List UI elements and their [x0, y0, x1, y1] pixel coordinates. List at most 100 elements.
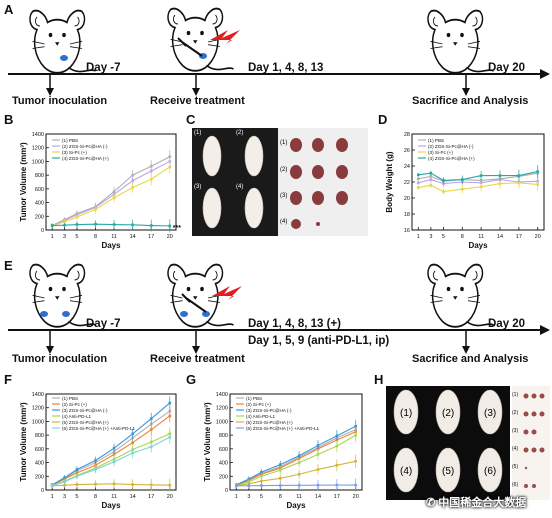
- data-point: [335, 444, 339, 448]
- y-tick-label: 20: [404, 196, 410, 202]
- legend-label: (2) Si-Pc (+): [246, 402, 271, 407]
- data-point: [112, 223, 116, 226]
- event-label: Tumor inoculation: [12, 95, 108, 107]
- y-tick-label: 1400: [216, 392, 228, 398]
- legend-label: (2) ZGS-Si-Pc@HA (-): [428, 144, 474, 149]
- data-point: [354, 483, 358, 487]
- x-tick-label: 5: [75, 234, 78, 240]
- series-line: [236, 434, 356, 487]
- legend-label: (2) Si-Pc (+): [62, 402, 87, 407]
- mouse-label: (4): [236, 184, 244, 190]
- tumor-label: (4): [280, 219, 288, 225]
- y-tick-label: 1200: [32, 146, 44, 152]
- y-axis-label: Body Weight (g): [385, 151, 394, 213]
- data-point: [316, 444, 320, 447]
- data-point: [335, 483, 339, 487]
- y-tick-label: 28: [404, 132, 410, 138]
- y-tick-label: 800: [35, 173, 44, 179]
- data-point: [131, 483, 134, 486]
- series-line: [51, 156, 171, 226]
- legend-label: (6) ZGS-Si-Pc@HA (+) +Anti-PD-L1: [246, 426, 320, 431]
- data-point: [278, 468, 282, 472]
- data-point: [94, 222, 97, 226]
- photo-h: (1) (2) (3) (4) (5) (6): [386, 386, 510, 500]
- event-label: Tumor inoculation: [12, 353, 108, 365]
- data-point: [536, 183, 540, 186]
- legend-label: (1) PBS: [62, 396, 78, 401]
- y-tick-label: 16: [404, 228, 410, 234]
- x-tick-label: 17: [516, 234, 522, 240]
- y-tick-label: 600: [35, 187, 44, 193]
- data-point: [517, 181, 521, 185]
- data-point: [260, 474, 263, 478]
- y-tick-label: 200: [35, 214, 44, 220]
- series-line: [236, 460, 356, 487]
- data-point: [149, 177, 153, 181]
- data-point: [354, 459, 358, 463]
- data-point: [131, 173, 134, 177]
- data-point: [416, 173, 420, 177]
- tumor-strip: (1) (2) (3) (4) (5) (6): [512, 386, 550, 500]
- panel-label-e: E: [4, 258, 13, 273]
- plot-frame: [45, 393, 177, 491]
- y-tick-label: 800: [219, 433, 228, 439]
- mouse-label: (3): [484, 408, 497, 419]
- event-label: Sacrifice and Analysis: [412, 353, 529, 365]
- event-label: Sacrifice and Analysis: [412, 95, 529, 107]
- series-line: [236, 484, 356, 487]
- series-line: [52, 166, 171, 227]
- mouse-label: (3): [194, 184, 202, 190]
- timeline-arrow: [540, 69, 550, 79]
- day-label: Day -7: [86, 62, 121, 74]
- data-point: [131, 441, 134, 444]
- x-axis-label: Days: [286, 501, 306, 510]
- mouse-label: (1): [400, 408, 413, 419]
- x-tick-label: 5: [75, 494, 78, 500]
- mouse-label: (5): [442, 466, 455, 477]
- series-line: [236, 431, 356, 487]
- y-tick-label: 24: [404, 164, 410, 170]
- x-tick-label: 11: [111, 494, 117, 500]
- mouse-illustration: [427, 263, 495, 328]
- syringe-icon: [181, 293, 207, 313]
- data-point: [335, 434, 339, 438]
- data-point: [63, 483, 66, 487]
- data-point: [316, 483, 320, 487]
- tumor-label: (2): [280, 167, 288, 173]
- x-tick-label: 11: [478, 234, 484, 240]
- mouse-label: (1): [194, 130, 202, 136]
- strip-label: (4): [512, 446, 519, 452]
- y-tick-label: 18: [404, 212, 410, 218]
- legend-label: (1) PBS: [428, 138, 444, 143]
- tumor-dot: [62, 311, 70, 317]
- legend-label: (4) ZGS-Si-Pc@HA (+): [62, 156, 109, 161]
- data-point: [168, 414, 172, 418]
- timeline-a: [8, 7, 550, 96]
- tumor-dot: [180, 311, 188, 317]
- series-line: [51, 402, 171, 486]
- watermark: ✆ 中国稀金合大数据: [426, 497, 527, 509]
- panel-label-b: B: [4, 112, 14, 127]
- data-point: [112, 482, 116, 486]
- series-line: [51, 410, 171, 486]
- tumor-dot: [60, 55, 68, 61]
- data-point: [479, 185, 483, 189]
- y-axis-label: Tumor Volume (mm³): [203, 402, 212, 482]
- data-point: [247, 484, 251, 488]
- mouse-label: (6): [484, 466, 497, 477]
- strip-label: (2): [512, 410, 519, 416]
- data-point: [75, 474, 79, 478]
- mouse-label: (2): [442, 408, 455, 419]
- y-tick-label: 22: [404, 180, 410, 186]
- data-point: [416, 186, 420, 189]
- data-point: [429, 171, 433, 175]
- data-point: [75, 468, 79, 471]
- y-tick-label: 400: [219, 461, 228, 467]
- data-point: [50, 224, 54, 227]
- series-line: [52, 483, 170, 487]
- x-tick-label: 5: [260, 494, 263, 500]
- data-point: [316, 468, 320, 471]
- tumor-dot: [202, 311, 210, 317]
- data-point: [260, 484, 263, 487]
- timeline-e: [8, 263, 550, 354]
